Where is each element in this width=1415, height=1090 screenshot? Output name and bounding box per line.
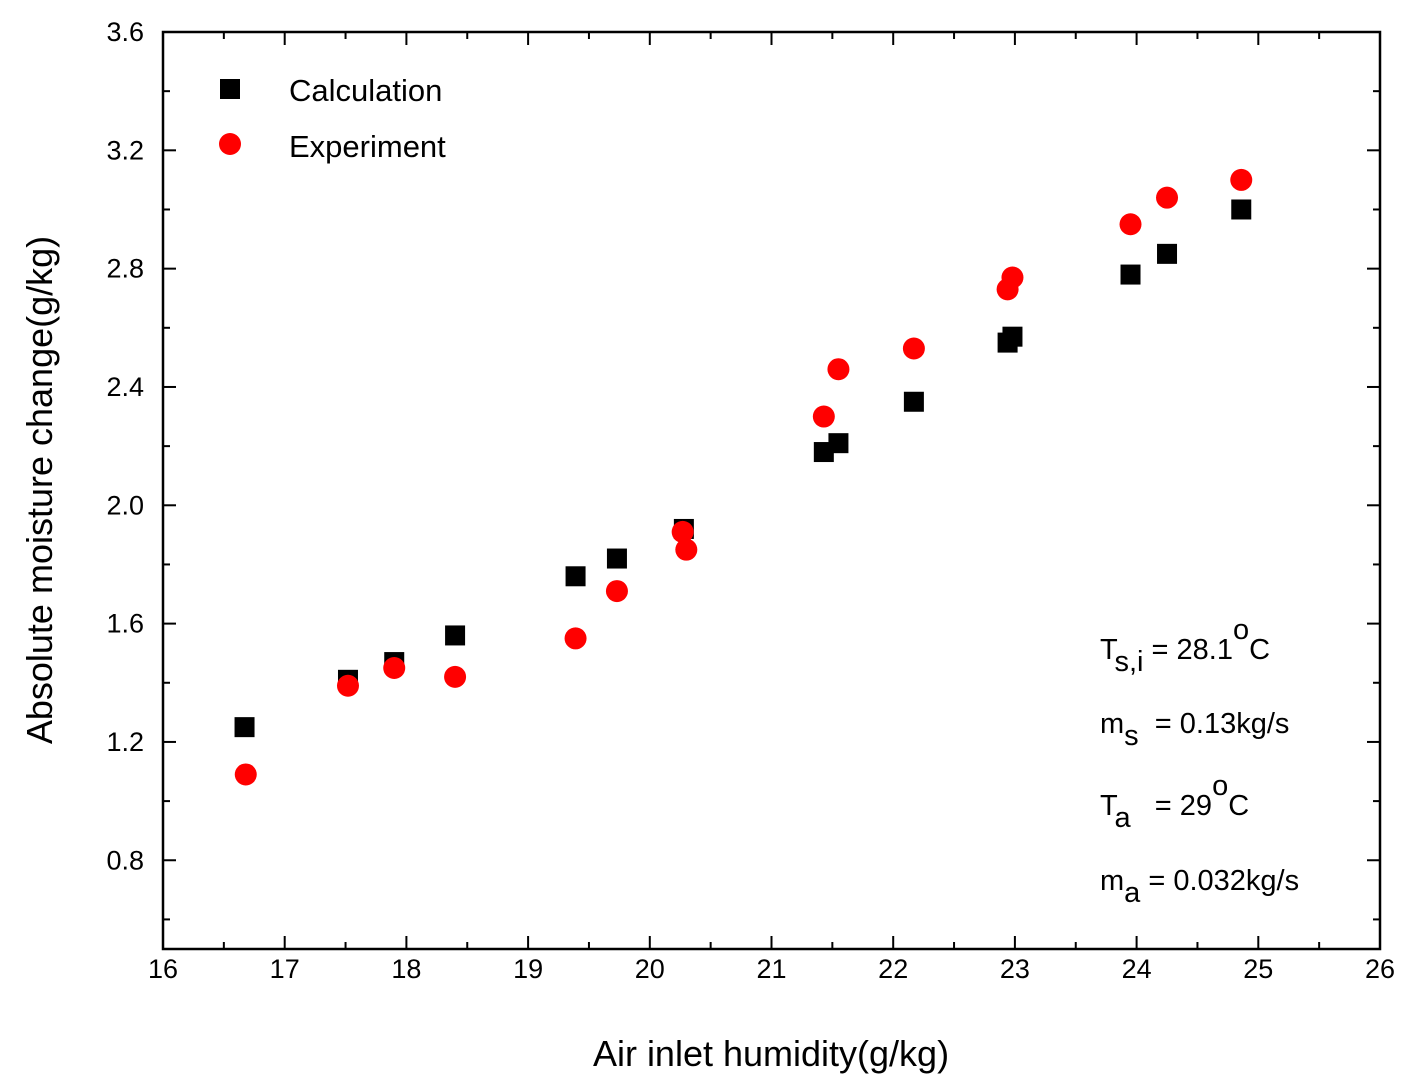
experiment-point [1230,168,1253,191]
annotation-ts-i: Ts,i = 28.1oC [1100,614,1270,678]
experiment-point [564,627,587,650]
legend-label-experiment: Experiment [289,129,446,164]
y-tick-label: 3.2 [106,135,144,165]
legend-marker-calculation [220,79,240,99]
y-tick-label: 3.6 [106,17,144,47]
calculation-point [903,391,924,412]
x-tick-label: 26 [1365,954,1395,984]
x-axis-title: Air inlet humidity(g/kg) [593,1033,949,1074]
y-axis-title: Absolute moisture change(g/kg) [19,236,60,744]
calculation-point [1231,199,1252,220]
calculation-point [445,625,466,646]
calculation-point [606,548,627,569]
calculation-point [1157,243,1178,264]
x-tick-label: 24 [1122,954,1152,984]
experiment-point [902,337,925,360]
x-tick-label: 20 [635,954,665,984]
y-tick-labels: 0.8 1.2 1.6 2.0 2.4 2.8 3.2 3.6 [106,17,144,875]
experiment-point [605,580,628,603]
calculation-point [234,717,255,738]
calculation-point [1002,326,1023,347]
legend: Calculation Experiment [219,73,446,164]
x-tick-label: 19 [513,954,543,984]
data-points [234,168,1253,786]
x-tick-label: 17 [270,954,300,984]
x-tick-labels: 16 17 18 19 20 21 22 23 24 25 26 [148,954,1395,984]
parameter-annotations: Ts,i = 28.1oC ms = 0.13kg/s Ta = 29oC ma… [1100,614,1299,909]
experiment-point [383,656,406,679]
calculation-point [565,566,586,587]
experiment-point [827,358,850,381]
experiment-point [675,538,698,561]
y-tick-label: 0.8 [106,845,144,875]
annotation-ms: ms = 0.13kg/s [1100,708,1289,752]
x-tick-label: 21 [756,954,786,984]
x-tick-label: 16 [148,954,178,984]
legend-label-calculation: Calculation [289,73,442,108]
x-tick-label: 25 [1243,954,1273,984]
experiment-point [671,520,694,543]
annotation-ma: ma = 0.032kg/s [1100,865,1299,909]
calculation-point [1120,264,1141,285]
experiment-point [444,665,467,688]
y-tick-label: 2.8 [106,254,144,284]
y-tick-label: 2.0 [106,490,144,520]
experiment-point [1156,186,1179,209]
experiment-point [336,674,359,697]
experiment-point [234,763,257,786]
calculation-point [828,433,849,454]
x-tick-label: 18 [391,954,421,984]
x-tick-label: 22 [878,954,908,984]
x-axis-ticks [162,32,1381,949]
experiment-point [1119,213,1142,236]
y-tick-label: 1.2 [106,727,144,757]
annotation-ta: Ta = 29oC [1100,770,1249,834]
x-tick-label: 23 [1000,954,1030,984]
y-tick-label: 1.6 [106,609,144,639]
experiment-point [1001,266,1024,289]
experiment-point [812,405,835,428]
y-axis-ticks [163,31,1380,921]
y-tick-label: 2.4 [106,372,144,402]
legend-marker-experiment [219,133,241,155]
